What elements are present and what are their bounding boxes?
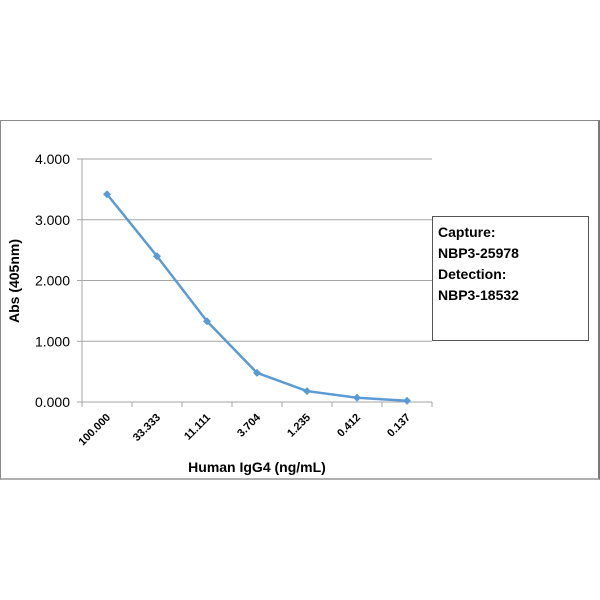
legend-capture-label: Capture: (438, 224, 496, 240)
y-tick-label: 0.000 (35, 394, 70, 410)
diamond-marker-icon (253, 368, 261, 377)
legend-detection-value: NBP3-18532 (438, 287, 519, 303)
data-markers (103, 190, 411, 405)
legend-detection-label: Detection: (438, 266, 507, 282)
x-tick-label: 0.137 (385, 412, 413, 440)
legend-box: Capture: NBP3-25978 Detection: NBP3-1853… (432, 216, 589, 341)
gridlines (77, 158, 432, 403)
diamond-marker-icon (153, 252, 161, 261)
y-tick-label: 4.000 (35, 151, 70, 167)
x-tick-label: 11.111 (182, 412, 213, 443)
x-axis-title: Human IgG4 (ng/mL) (188, 459, 326, 475)
diamond-marker-icon (303, 387, 311, 396)
y-tick-label: 1.000 (35, 333, 70, 349)
x-tick-label: 3.704 (235, 411, 264, 440)
legend-capture-value: NBP3-25978 (438, 245, 519, 261)
diamond-marker-icon (103, 190, 111, 199)
diamond-marker-icon (403, 396, 411, 405)
x-tick-marks (81, 402, 433, 407)
y-tick-labels: 0.000 1.000 2.000 3.000 4.000 (35, 151, 70, 410)
x-tick-label: 33.333 (131, 412, 163, 444)
y-axis-title: Abs (405nm) (6, 239, 22, 323)
x-tick-label: 100.000 (77, 412, 114, 449)
x-tick-labels: 100.000 33.333 11.111 3.704 1.235 0.412 0.137 (77, 411, 414, 448)
y-tick-label: 2.000 (35, 273, 70, 289)
diamond-marker-icon (353, 393, 361, 402)
x-tick-label: 1.235 (285, 412, 313, 440)
x-tick-label: 0.412 (335, 412, 363, 440)
diamond-marker-icon (203, 317, 211, 326)
y-tick-label: 3.000 (35, 212, 70, 228)
